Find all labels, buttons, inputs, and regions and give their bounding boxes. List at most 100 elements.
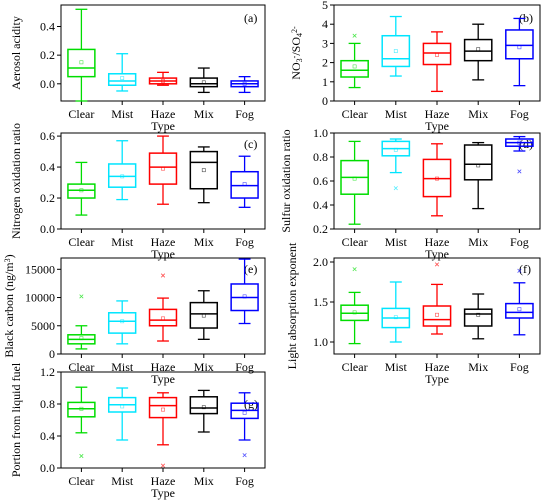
mean-marker <box>393 315 398 320</box>
panel-d-yticks: 0.2 0.4 0.6 0.8 1.0 <box>313 126 334 236</box>
panel-g-ytick-label: 1.2 <box>40 365 55 379</box>
panel-c-boxes <box>67 135 259 216</box>
panel-g-ytick-label: 0.0 <box>40 461 55 475</box>
panel-c-xtick-label: Mist <box>111 235 134 249</box>
iqr-box <box>148 396 178 419</box>
panel-b-box-mix <box>463 23 493 81</box>
mean-marker <box>476 47 481 52</box>
panel-b-ytick-label: 4 <box>322 17 328 31</box>
panel-a-ylabel: Aerosol acidity <box>9 16 23 90</box>
outlier-marker <box>160 463 166 468</box>
panel-b-box-mist <box>381 15 411 77</box>
panel-d-label: (d) <box>519 137 533 151</box>
panel-f-box-fog <box>505 268 534 336</box>
panel-b-ylabel-sup1: - <box>290 55 299 58</box>
panel-b-xtick-label: Haze <box>425 107 450 121</box>
panel-a-box-mix <box>189 67 219 94</box>
mean-marker <box>242 294 247 299</box>
panel-b-ytick-label: 2 <box>322 56 328 70</box>
panel-d-ytick-label: 1.0 <box>313 126 328 140</box>
panel-g-label: (g) <box>244 397 258 411</box>
panel-c-box-mix <box>189 146 219 204</box>
panel-e: (e) Black carbon (ng/m3) 0 5000 10000 15000… <box>2 254 266 386</box>
panel-c-xtick-label: Haze <box>151 235 176 249</box>
panel-d-xtick-label: Mist <box>385 235 408 249</box>
panel-d-xtick-label: Mix <box>468 235 488 249</box>
panel-d-box-fog <box>505 135 534 174</box>
panel-f-ylabel: Light absorption exponent <box>285 242 299 369</box>
mean-marker <box>161 166 165 171</box>
panel-d-categories: Clear Mist Haze Mix Fog Type <box>342 229 529 261</box>
mean-marker <box>517 45 522 50</box>
panel-g-categories: Clear Mist Haze Mix Fog Type <box>68 468 254 500</box>
iqr-box <box>463 144 493 181</box>
panel-d-box-clear <box>340 140 369 225</box>
panel-g-box-mix <box>189 389 219 433</box>
panel-c-xtick-label: Fog <box>235 235 254 249</box>
panel-f-boxes <box>340 262 534 345</box>
panel-a-boxes <box>67 8 259 102</box>
panel-g-box-clear <box>67 386 96 459</box>
panel-a-ytick-label: 0.4 <box>40 19 55 33</box>
panel-g-ylabel: Portion from liquid fuel <box>9 362 23 477</box>
mean-marker <box>161 407 165 412</box>
panel-f-ytick-label: 1.5 <box>313 295 328 309</box>
panel-a-box-clear <box>67 8 96 102</box>
panel-c-categories: Clear Mist Haze Mix Fog Type <box>68 229 254 261</box>
panel-f-ytick-label: 1.0 <box>313 335 328 349</box>
iqr-box <box>67 401 96 418</box>
panel-f-xtick-label: Haze <box>425 360 450 374</box>
panel-d-xlabel: Type <box>425 247 449 261</box>
panel-c-ytick-label: 0.0 <box>40 222 55 236</box>
panel-e-box-fog <box>230 258 259 325</box>
panel-f-categories: Clear Mist Haze Mix Fog Type <box>342 354 529 386</box>
panel-g-xtick-label: Mist <box>111 474 134 488</box>
mean-marker <box>476 312 481 317</box>
panel-f-box-clear <box>340 267 369 345</box>
panel-a-xtick-label: Mix <box>194 107 214 121</box>
panel-c-ytick-label: 0.2 <box>40 191 55 205</box>
outlier-marker <box>517 268 522 273</box>
panel-b-ylabel-so: /SO <box>289 37 303 56</box>
mean-marker <box>79 406 84 411</box>
panel-b-ylabel-no: NO <box>289 62 303 80</box>
iqr-box <box>463 38 493 62</box>
panel-d: (d) Sulfur oxidation ratio 0.2 0.4 0.6 0.8 1… <box>279 126 541 261</box>
panel-f-box-mix <box>463 293 493 340</box>
mean-marker <box>242 81 247 86</box>
mean-marker <box>352 176 357 181</box>
panel-b-xlabel: Type <box>425 119 449 133</box>
outlier-marker <box>393 186 398 191</box>
panel-c-xtick-label: Mix <box>194 235 214 249</box>
panel-f-box-mist <box>381 281 411 343</box>
outlier-marker <box>242 453 247 458</box>
panel-b-categories: Clear Mist Haze Mix Fog Type <box>342 101 529 133</box>
panel-b-xtick-label: Clear <box>342 107 368 121</box>
panel-e-ylabel-sup3: 3 <box>3 258 12 262</box>
mean-marker <box>79 188 84 193</box>
iqr-box <box>67 183 96 199</box>
panel-c-yticks: 0.0 0.2 0.4 0.6 <box>40 129 61 236</box>
outlier-marker <box>352 267 357 272</box>
outlier-marker <box>434 262 440 267</box>
panel-d-ytick-label: 0.4 <box>313 198 328 212</box>
panel-c-ytick-label: 0.6 <box>40 129 55 143</box>
mean-marker <box>242 182 247 186</box>
panel-d-xtick-label: Fog <box>510 235 529 249</box>
mean-marker <box>435 53 439 57</box>
mean-marker <box>352 64 357 69</box>
panel-b-ylabel-sub3: 3 <box>295 58 304 62</box>
panel-d-ylabel: Sulfur oxidation ratio <box>279 129 293 232</box>
mean-marker <box>242 410 247 415</box>
panel-a: (a) Aerosol acidity 0.0 0.2 0.4 Clear Mist H… <box>9 4 266 133</box>
panel-e-box-clear <box>67 294 96 350</box>
panel-c-box-fog <box>230 155 259 208</box>
panel-e-box-mist <box>107 300 137 345</box>
panel-g-yticks: 0.0 0.4 0.8 1.2 <box>40 365 61 475</box>
iqr-box <box>107 73 137 86</box>
outlier-marker <box>352 33 357 38</box>
iqr-box <box>189 77 219 88</box>
panel-b-ylabel-sub4: 4 <box>295 33 304 37</box>
